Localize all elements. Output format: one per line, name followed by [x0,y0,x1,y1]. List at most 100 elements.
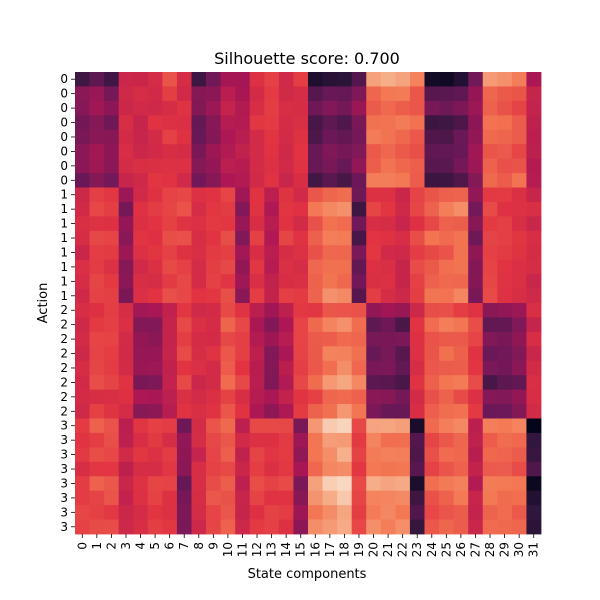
heatmap-cell [526,144,542,160]
heatmap-cell [162,144,178,160]
heatmap-cell [526,259,542,275]
heatmap-cell [468,216,484,232]
heatmap-cell [249,201,265,217]
heatmap-cell [206,360,222,376]
heatmap-cell [264,274,280,289]
heatmap-cell [249,432,265,448]
heatmap-cell [264,173,280,188]
heatmap-cell [264,389,280,405]
heatmap-cell [308,418,323,434]
heatmap-cell [249,129,265,145]
heatmap-cell [162,505,178,520]
heatmap-cell [235,173,251,188]
heatmap-cell [118,201,134,217]
heatmap-cell [468,404,484,419]
heatmap-cell [191,86,207,102]
heatmap-cell [337,158,353,174]
heatmap-cell [439,86,455,102]
x-tick-label: 29 [498,542,512,557]
heatmap-cell [293,86,309,102]
heatmap-cell [249,86,265,102]
heatmap-cell [278,86,294,102]
x-axis-label: State components [248,567,367,582]
heatmap-cell [424,216,440,232]
heatmap-cell [104,201,120,217]
heatmap-cell [351,158,367,174]
heatmap-cell [308,375,323,391]
heatmap-cell [162,86,178,102]
heatmap-cell [104,259,120,275]
heatmap-cell [118,144,134,160]
heatmap-cell [176,505,192,520]
x-tick-label: 5 [148,542,162,550]
heatmap-cell [89,375,105,391]
heatmap-cell [468,144,484,160]
heatmap-cell [264,476,280,492]
x-tick-label: 9 [206,542,220,550]
heatmap-cell [264,144,280,160]
heatmap-cell [278,404,294,419]
heatmap-cell [409,187,425,203]
heatmap-cell [439,461,455,477]
heatmap-cell [293,317,309,333]
heatmap-cell [191,274,207,289]
heatmap-cell [439,129,455,145]
heatmap-cell [75,331,90,347]
heatmap-cell [453,259,469,275]
heatmap-cell [511,418,527,434]
heatmap-cell [104,303,120,318]
heatmap-cell [220,230,236,246]
heatmap-cell [322,187,338,203]
heatmap-cell [75,317,90,333]
heatmap-cell [235,375,251,391]
heatmap-cell [89,274,105,289]
heatmap-cell [366,360,382,376]
heatmap-cell [75,100,90,116]
heatmap-cell [75,404,90,419]
heatmap-cell [482,230,498,246]
heatmap-cell [278,360,294,376]
x-tick-label: 30 [512,542,526,557]
heatmap-cell [206,375,222,391]
heatmap-cell [351,461,367,477]
x-tick-label: 28 [483,542,497,557]
y-tick-label: 0 [60,87,68,101]
heatmap-cell [511,259,527,275]
heatmap-cell [176,245,192,261]
heatmap-cell [511,115,527,131]
heatmap-cell [482,288,498,304]
heatmap-cell [468,505,484,520]
heatmap-cell [220,274,236,289]
heatmap-cell [308,115,323,131]
heatmap-cell [89,331,105,347]
heatmap-cell [308,259,323,275]
heatmap-cell [191,72,207,87]
heatmap-cell [176,317,192,333]
heatmap-cell [526,72,542,87]
heatmap-cell [526,158,542,174]
heatmap-cell [482,346,498,362]
heatmap-cell [235,476,251,492]
heatmap-cell [439,173,455,188]
heatmap-cell [104,490,120,506]
heatmap-cell [176,303,192,318]
heatmap-cell [366,288,382,304]
heatmap-cell [162,173,178,188]
heatmap-cell [176,173,192,188]
heatmap-cell [191,389,207,405]
heatmap-cell [118,375,134,391]
heatmap-cell [511,490,527,506]
heatmap-cell [133,418,149,434]
heatmap-cell [264,129,280,145]
heatmap-cell [191,461,207,477]
heatmap-cell [322,389,338,405]
heatmap-cell [395,288,411,304]
heatmap-cell [439,158,455,174]
heatmap-cell [409,303,425,318]
heatmap-cell [162,360,178,376]
heatmap-cell [75,144,90,160]
heatmap-cell [380,288,396,304]
heatmap-cell [293,129,309,145]
heatmap-cells [75,72,542,535]
heatmap-cell [104,346,120,362]
